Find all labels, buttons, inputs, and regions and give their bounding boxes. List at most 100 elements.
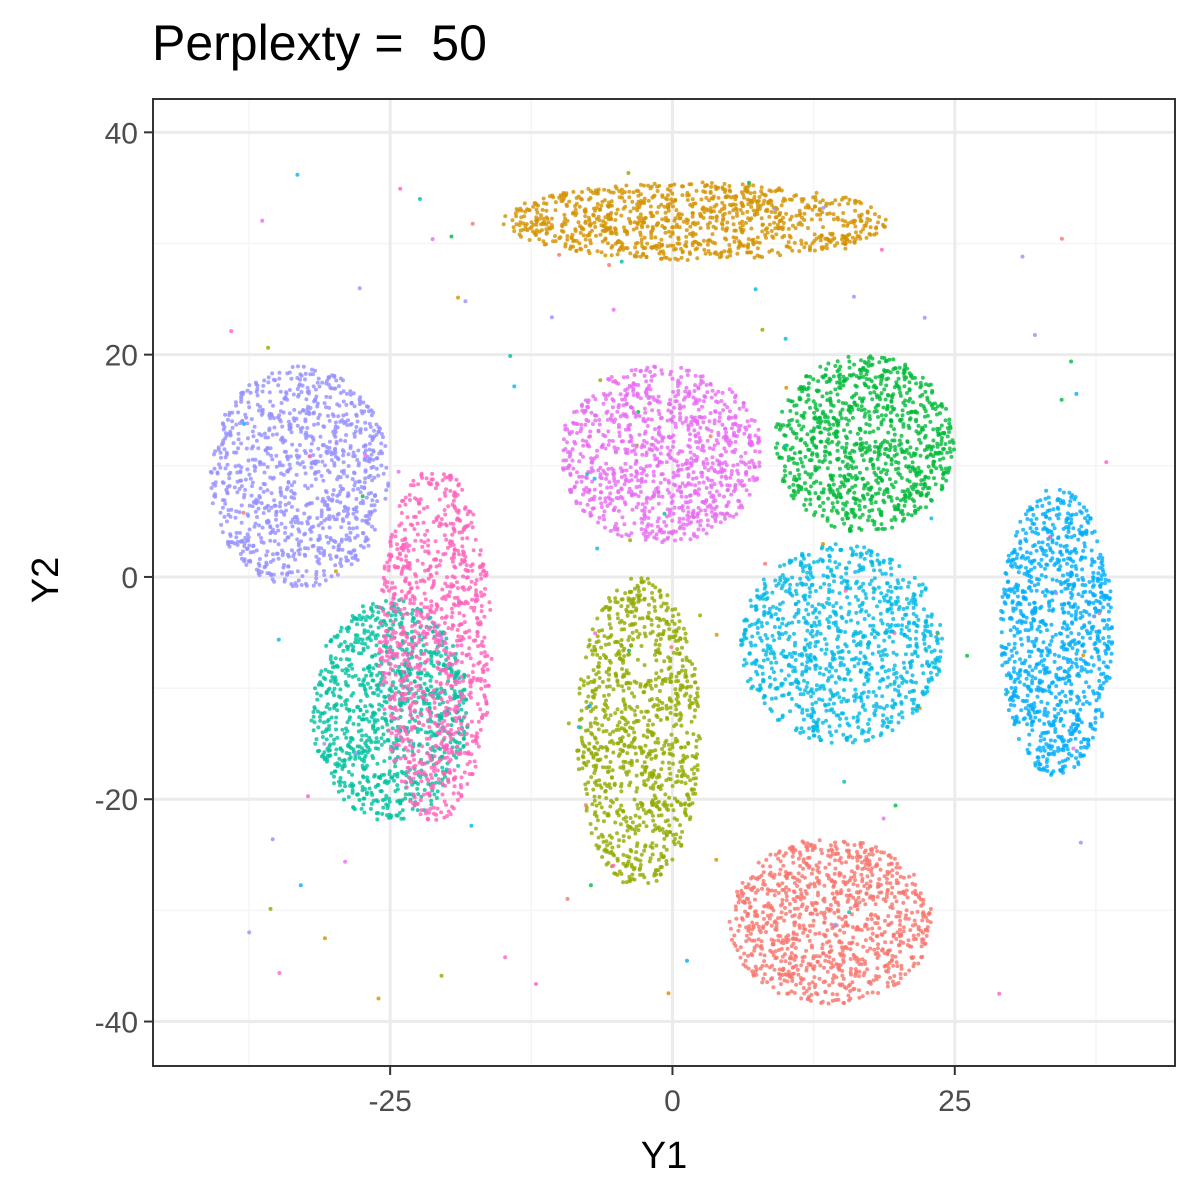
scatter-point [621,852,626,857]
scatter-point [595,249,600,254]
scatter-point [820,513,825,518]
scatter-point [812,881,817,886]
scatter-point [788,909,793,914]
scatter-point [389,775,394,780]
scatter-point [855,858,860,863]
scatter-point [577,691,582,696]
scatter-point [864,235,869,240]
scatter-point [674,208,679,213]
scatter-point [673,780,678,785]
scatter-point [639,240,644,245]
scatter-point [864,220,869,225]
scatter-point [669,645,674,650]
scatter-point [785,244,790,249]
scatter-point [324,643,329,648]
scatter-point [769,923,774,928]
scatter-point [743,188,748,193]
scatter-point [795,884,800,888]
scatter-point [898,393,903,398]
scatter-point [686,803,691,808]
scatter-point [831,482,836,487]
scatter-point [597,676,602,680]
scatter-point [808,497,813,502]
scatter-point [857,199,862,204]
scatter-point [778,976,782,981]
scatter-point [638,682,643,687]
scatter-point [885,980,890,985]
scatter-point [769,229,774,233]
scatter-point [877,394,882,399]
scatter-point [518,220,523,225]
scatter-point [865,967,870,972]
scatter-point [867,423,872,428]
scatter-point [802,927,807,931]
scatter-point [402,701,407,706]
scatter-point [806,856,810,860]
scatter-point [662,804,667,808]
scatter-point [608,785,613,790]
scatter-point [418,727,423,732]
scatter-point [762,904,767,909]
scatter-point [624,671,629,675]
scatter-point [762,916,766,921]
scatter-point [623,591,628,596]
scatter-point [654,616,659,621]
scatter-point [842,428,846,433]
scatter-point [659,604,664,609]
scatter-point [830,201,835,206]
scatter-point [816,496,821,501]
scatter-point [633,856,638,861]
scatter-point [852,843,857,848]
scatter-point [600,628,605,633]
scatter-point [799,963,804,968]
scatter-point [355,792,360,797]
scatter-point [750,953,755,958]
scatter-point [534,222,539,227]
scatter-point [673,256,678,261]
scatter-point [339,703,344,708]
scatter-point [709,209,714,214]
scatter-point [671,243,676,248]
scatter-point [779,915,783,920]
scatter-point [850,407,855,412]
scatter-point [840,948,845,953]
scatter-point [679,842,684,847]
scatter-point [645,723,650,728]
scatter-point [701,216,706,220]
scatter-point [615,723,620,728]
scatter-point [593,225,598,229]
scatter-point [642,196,647,201]
scatter-point [846,477,851,482]
scatter-point [828,377,833,382]
scatter-point [361,679,366,684]
scatter-point [410,807,415,811]
scatter-point [883,447,888,452]
scatter-point [947,430,951,434]
scatter-point [621,861,626,866]
scatter-point [675,739,680,743]
scatter-point [429,684,433,689]
scatter-point [604,754,608,759]
scatter-point [350,737,355,742]
point-series-3 [266,171,765,978]
scatter-point [334,747,339,752]
scatter-point [761,201,766,206]
scatter-point [315,691,320,696]
scatter-point [895,930,900,935]
scatter-point [718,251,723,256]
scatter-point [883,217,888,222]
scatter-point [874,226,879,231]
scatter-point [798,456,803,461]
scatter-point [651,786,656,791]
scatter-point [893,467,898,472]
scatter-point [762,953,767,958]
scatter-point [838,412,843,417]
scatter-point [875,457,880,462]
scatter-point [907,874,912,879]
scatter-point [835,215,840,220]
scatter-point [634,188,639,193]
scatter-point [792,461,797,465]
scatter-point [886,969,891,974]
scatter-point [364,792,369,797]
scatter-point [786,933,791,938]
